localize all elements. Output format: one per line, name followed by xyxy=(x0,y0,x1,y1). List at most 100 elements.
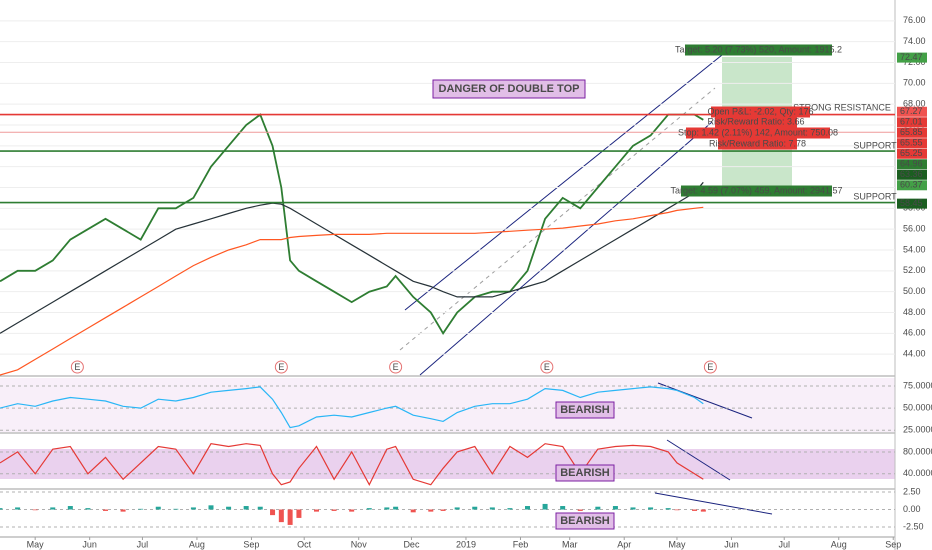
x-tick-label: Jun xyxy=(82,539,97,549)
event-marker xyxy=(274,360,288,374)
annotation: DANGER OF DOUBLE TOP xyxy=(439,83,580,95)
event-marker xyxy=(540,360,554,374)
histogram-bar xyxy=(32,509,38,511)
event-label: E xyxy=(707,362,713,372)
order-label-box xyxy=(718,138,797,150)
x-tick-label: Aug xyxy=(831,539,847,549)
histogram-bar xyxy=(155,506,161,510)
series-line xyxy=(0,443,704,487)
histogram-bar xyxy=(648,507,654,510)
event-label: E xyxy=(393,362,399,372)
y-tick-label: 75.0000 xyxy=(903,380,932,390)
event-label: E xyxy=(74,362,80,372)
event-label: E xyxy=(278,362,284,372)
histogram-bar xyxy=(257,506,263,510)
histogram-bar xyxy=(278,509,284,523)
annotation-box xyxy=(555,512,615,530)
x-tick-label: Jul xyxy=(778,539,790,549)
x-tick-label: Dec xyxy=(403,539,420,549)
event-marker xyxy=(389,360,403,374)
histogram-bar xyxy=(384,507,390,510)
histogram-bar xyxy=(393,506,399,510)
x-tick-label: Jul xyxy=(137,539,149,549)
order-label: Target: 4.59 (7.07%) 459, Amount: 2941.5… xyxy=(670,185,842,195)
annotation-box xyxy=(555,401,615,419)
price-tag-label: 65.25 xyxy=(900,148,923,158)
price-tag-label: 63.36 xyxy=(900,169,923,179)
y-tick-label: -2.50 xyxy=(903,521,924,531)
channel-line xyxy=(404,54,723,311)
event-marker xyxy=(70,360,84,374)
histogram-bar xyxy=(612,506,618,510)
histogram-bar xyxy=(428,509,434,512)
x-tick-label: Jun xyxy=(724,539,739,549)
annotation: STRONG RESISTANCE xyxy=(793,102,891,112)
y-tick-label: 44.00 xyxy=(903,349,926,359)
x-tick-label: May xyxy=(668,539,686,549)
order-label: Risk/Reward Ratio: 7.78 xyxy=(709,138,806,148)
annotation-box xyxy=(432,79,586,99)
order-label: Target: 5.20 (7.73%) 520, Amount: 1915.2 xyxy=(675,44,842,54)
y-tick-label: 52.00 xyxy=(903,265,926,275)
price-tag-label: 65.55 xyxy=(900,138,923,148)
histogram-bar xyxy=(630,507,636,510)
price-tag-label: 67.01 xyxy=(900,117,923,127)
x-tick-label: Sep xyxy=(243,539,259,549)
x-tick-label: Aug xyxy=(189,539,205,549)
histogram-bar xyxy=(489,507,495,510)
y-tick-label: 50.0000 xyxy=(903,402,932,412)
histogram-bar xyxy=(314,509,320,512)
y-tick-label: 54.00 xyxy=(903,244,926,254)
histogram-bar xyxy=(440,509,446,511)
price-tag-label: 60.37 xyxy=(900,180,923,190)
bearish-line xyxy=(657,382,753,419)
price-tag xyxy=(897,159,927,170)
x-tick-label: Apr xyxy=(617,539,631,549)
order-label-box xyxy=(711,106,810,118)
x-tick-label: Feb xyxy=(513,539,529,549)
annotation-box xyxy=(555,464,615,482)
histogram-bar xyxy=(665,508,671,510)
series-line xyxy=(0,181,704,334)
x-tick-label: May xyxy=(27,539,45,549)
histogram-bar xyxy=(103,509,109,511)
y-tick-label: 46.00 xyxy=(903,328,926,338)
price-tag-label: 65.85 xyxy=(900,127,923,137)
histogram-bar xyxy=(50,507,56,510)
histogram-bar xyxy=(349,509,355,512)
rsi-band xyxy=(0,378,895,432)
order-label: Stop: 1.42 (2.11%) 142, Amount: 750.08 xyxy=(678,127,838,137)
y-tick-label: 40.0000 xyxy=(903,468,932,478)
x-tick-label: 2019 xyxy=(456,539,476,549)
histogram-bar xyxy=(542,503,548,510)
y-tick-label: 48.00 xyxy=(903,307,926,317)
histogram-bar xyxy=(190,507,196,510)
bearish-line xyxy=(654,492,773,515)
annotation: SUPPORT xyxy=(853,140,897,150)
histogram-bar xyxy=(525,506,531,510)
order-label-box xyxy=(681,185,832,197)
histogram-bar xyxy=(0,508,3,510)
histogram-bar xyxy=(67,506,73,510)
series-line xyxy=(0,113,704,335)
x-tick-label: Nov xyxy=(351,539,368,549)
histogram-bar xyxy=(410,509,416,513)
histogram-bar xyxy=(120,509,126,512)
histogram-bar xyxy=(674,509,680,511)
histogram-bar xyxy=(454,507,460,510)
annotation: BEARISH xyxy=(560,467,610,479)
histogram-bar xyxy=(173,508,179,510)
series-line xyxy=(0,386,704,429)
target-zone xyxy=(722,57,792,112)
price-tag-label: 67.27 xyxy=(900,106,923,116)
histogram-bar xyxy=(226,506,232,510)
y-tick-label: 25.0000 xyxy=(903,425,932,435)
price-tag xyxy=(897,180,927,191)
price-tag xyxy=(897,169,927,180)
y-tick-label: 0.00 xyxy=(903,504,921,514)
histogram-bar xyxy=(15,507,21,510)
annotation: BEARISH xyxy=(560,515,610,527)
series-line xyxy=(0,206,704,376)
histogram-bar xyxy=(472,506,478,510)
